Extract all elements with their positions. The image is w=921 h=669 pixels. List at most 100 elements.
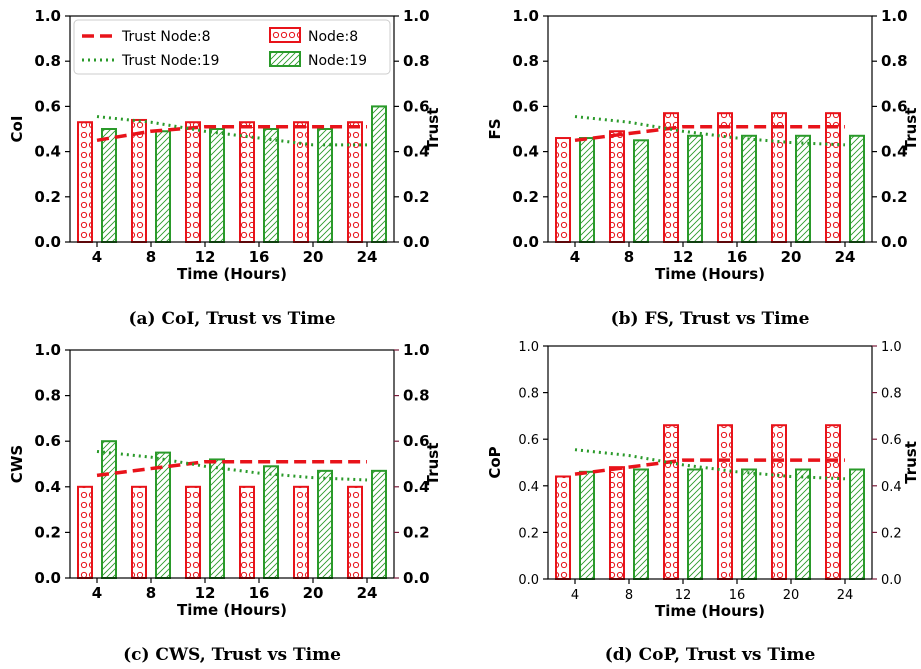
ytick-left-label: 0.8 xyxy=(34,52,61,70)
x-axis-label: Time (Hours) xyxy=(177,265,287,283)
xtick-label: 12 xyxy=(675,588,692,603)
subfigure-caption: (c) CWS, Trust vs Time xyxy=(123,645,341,665)
ytick-right-label: 0.8 xyxy=(403,387,430,405)
ytick-left-label: 0.2 xyxy=(512,188,539,206)
ytick-right-label: 1.0 xyxy=(881,7,908,25)
xtick-label: 8 xyxy=(624,248,634,266)
chart-panel-0: 0.0 0.0 0.2 0.2 0.4 0.4 0.6 0.6 0.8 0.8 1.0 1.0 4 8 12… xyxy=(8,7,442,329)
ytick-left-label: 0.0 xyxy=(512,233,539,251)
y-axis-label: CWS xyxy=(8,445,26,483)
x-axis-label: Time (Hours) xyxy=(655,602,765,620)
bar-node19-12 xyxy=(687,134,703,243)
bar-node19-4 xyxy=(101,128,117,243)
bar-node8-4 xyxy=(77,121,93,243)
xtick-label: 24 xyxy=(837,588,854,603)
bar-node19-4 xyxy=(101,440,117,580)
legend-label-node8: Node:8 xyxy=(308,29,358,45)
ytick-right-label: 0.0 xyxy=(403,233,430,251)
ytick-left-label: 1.0 xyxy=(34,7,61,25)
xtick-label: 4 xyxy=(571,588,579,603)
bar-node8-24 xyxy=(347,121,363,243)
bar-node19-24 xyxy=(371,105,387,244)
bar-node8-16 xyxy=(239,485,255,579)
bar-node8-20 xyxy=(771,112,787,244)
bar-node8-16 xyxy=(717,112,733,244)
legend: Trust Node:8 Trust Node:19 Node:8 Node:19 xyxy=(73,19,391,75)
bar-node19-4 xyxy=(579,137,595,243)
subfigure-caption: (d) CoP, Trust vs Time xyxy=(605,645,816,665)
bar-node8-4 xyxy=(555,475,571,581)
y-axis-label: FS xyxy=(486,118,504,139)
xtick-label: 12 xyxy=(195,584,216,602)
ytick-right-label: 1.0 xyxy=(403,341,430,359)
x-axis-label: Time (Hours) xyxy=(177,601,287,619)
bar-node8-8 xyxy=(131,118,147,243)
plot-frame xyxy=(547,15,873,243)
ytick-left-label: 0.2 xyxy=(34,188,61,206)
bar-node19-20 xyxy=(795,468,811,580)
ytick-right-label: 0.4 xyxy=(881,480,902,495)
xtick-label: 16 xyxy=(729,588,746,603)
legend-label-node19: Node:19 xyxy=(308,53,367,69)
ytick-left-label: 0.4 xyxy=(34,478,61,496)
ytick-right-label: 0.2 xyxy=(881,188,908,206)
bar-node19-16 xyxy=(263,128,279,243)
ytick-left-label: 0.4 xyxy=(34,143,61,161)
xtick-label: 16 xyxy=(249,584,270,602)
bar-node8-24 xyxy=(825,112,841,244)
bar-node8-12 xyxy=(185,485,201,579)
y-axis-label: CoP xyxy=(486,446,504,478)
ytick-right-label: 0.6 xyxy=(403,97,430,115)
line-trust-node8 xyxy=(574,124,845,143)
chart-panel-1: 0.0 0.0 0.2 0.2 0.4 0.4 0.6 0.6 0.8 0.8 1.0 1.0 4 8 12… xyxy=(486,7,920,329)
bar-node19-16 xyxy=(741,468,757,580)
ytick-left-label: 1.0 xyxy=(512,7,539,25)
xtick-label: 20 xyxy=(781,248,802,266)
xtick-label: 20 xyxy=(303,584,324,602)
legend-swatch-node8 xyxy=(269,27,301,43)
ytick-right-label: 0.8 xyxy=(881,52,908,70)
xtick-label: 4 xyxy=(570,248,580,266)
ytick-left-label: 0.0 xyxy=(34,233,61,251)
bar-node19-12 xyxy=(209,128,225,243)
xtick-label: 8 xyxy=(146,248,156,266)
bar-node8-12 xyxy=(185,121,201,243)
ytick-right-label: 0.6 xyxy=(403,432,430,450)
chart-panel-3: 0.0 0.0 0.2 0.2 0.4 0.4 0.6 0.6 0.8 0.8 1.0 1.0 4 8 12… xyxy=(486,340,920,665)
y2-axis-label: Trust xyxy=(902,108,920,151)
ytick-left-label: 0.0 xyxy=(34,569,61,587)
ytick-right-label: 0.2 xyxy=(403,523,430,541)
bar-node8-4 xyxy=(555,137,571,243)
bar-node8-12 xyxy=(663,112,679,244)
y-axis-label: CoI xyxy=(8,116,26,143)
bar-node19-8 xyxy=(633,468,649,580)
legend-label-trust-node8: Trust Node:8 xyxy=(121,29,211,45)
plot-frame xyxy=(69,15,395,243)
xtick-label: 16 xyxy=(727,248,748,266)
xtick-label: 24 xyxy=(357,248,378,266)
bar-node8-24 xyxy=(825,424,841,580)
ytick-left-label: 0.8 xyxy=(34,387,61,405)
xtick-label: 12 xyxy=(673,248,694,266)
line-trust-node8 xyxy=(96,459,367,478)
xtick-label: 20 xyxy=(303,248,324,266)
bar-node19-24 xyxy=(371,469,387,579)
bar-node19-12 xyxy=(209,458,225,579)
ytick-right-label: 0.6 xyxy=(881,97,908,115)
bar-node19-24 xyxy=(849,134,865,243)
ytick-left-label: 0.0 xyxy=(518,573,539,588)
bar-node19-12 xyxy=(687,468,703,580)
bar-node8-12 xyxy=(663,424,679,580)
line-trust-node8 xyxy=(574,458,845,476)
xtick-label: 4 xyxy=(92,248,102,266)
bar-node8-8 xyxy=(131,485,147,579)
bar-node19-16 xyxy=(263,465,279,579)
ytick-left-label: 0.6 xyxy=(34,432,61,450)
ytick-right-label: 0.0 xyxy=(881,233,908,251)
ytick-left-label: 0.4 xyxy=(512,143,539,161)
ytick-left-label: 0.6 xyxy=(518,433,539,448)
ytick-right-label: 0.4 xyxy=(403,143,430,161)
bar-node19-8 xyxy=(155,130,171,243)
ytick-right-label: 1.0 xyxy=(881,340,902,355)
